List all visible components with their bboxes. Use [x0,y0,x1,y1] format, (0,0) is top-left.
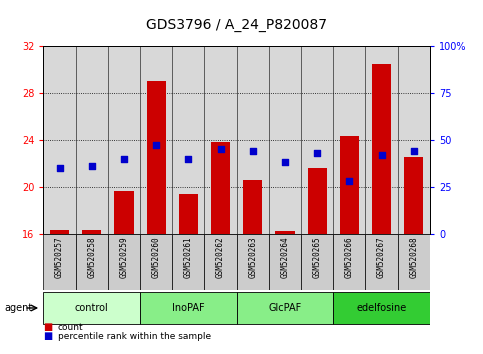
Text: GlcPAF: GlcPAF [269,303,301,313]
Text: GSM520261: GSM520261 [184,236,193,278]
Point [249,148,256,154]
Bar [82,230,101,234]
Text: GSM520266: GSM520266 [345,236,354,278]
Point [217,147,225,152]
Text: GSM520260: GSM520260 [152,236,161,278]
Bar [237,292,333,324]
Text: agent: agent [5,303,33,313]
Bar [340,136,359,234]
Point [120,156,128,161]
Text: GSM520265: GSM520265 [313,236,322,278]
Bar [372,64,391,234]
Text: GSM520268: GSM520268 [409,236,418,278]
Bar [140,292,237,324]
Text: GDS3796 / A_24_P820087: GDS3796 / A_24_P820087 [146,18,327,32]
Point [281,160,289,165]
Bar [204,234,237,290]
Bar [243,180,262,234]
Point [313,150,321,156]
Text: GSM520263: GSM520263 [248,236,257,278]
Bar [43,234,76,290]
Bar [333,292,430,324]
Bar [269,234,301,290]
Bar [146,81,166,234]
Text: GSM520262: GSM520262 [216,236,225,278]
Point [185,156,192,161]
Bar [275,231,295,234]
Bar [301,234,333,290]
Bar [404,158,424,234]
Bar [237,234,269,290]
Text: InoPAF: InoPAF [172,303,205,313]
Bar [179,194,198,234]
Bar [76,234,108,290]
Bar [50,230,69,234]
Bar [43,292,140,324]
Text: ■: ■ [43,331,53,341]
Text: GSM520257: GSM520257 [55,236,64,278]
Bar [108,234,140,290]
Text: percentile rank within the sample: percentile rank within the sample [58,332,211,341]
Text: ■: ■ [43,322,53,332]
Bar [140,234,172,290]
Text: edelfosine: edelfosine [356,303,407,313]
Point [152,143,160,148]
Point [410,148,418,154]
Bar [211,142,230,234]
Bar [398,234,430,290]
Point [378,152,385,158]
Bar [366,234,398,290]
Bar [114,192,134,234]
Text: count: count [58,323,84,332]
Text: GSM520264: GSM520264 [281,236,289,278]
Point [56,165,63,171]
Text: control: control [75,303,109,313]
Text: GSM520259: GSM520259 [119,236,128,278]
Text: GSM520267: GSM520267 [377,236,386,278]
Bar [172,234,204,290]
Bar [308,168,327,234]
Bar [333,234,366,290]
Point [345,178,353,184]
Text: GSM520258: GSM520258 [87,236,96,278]
Point [88,163,96,169]
